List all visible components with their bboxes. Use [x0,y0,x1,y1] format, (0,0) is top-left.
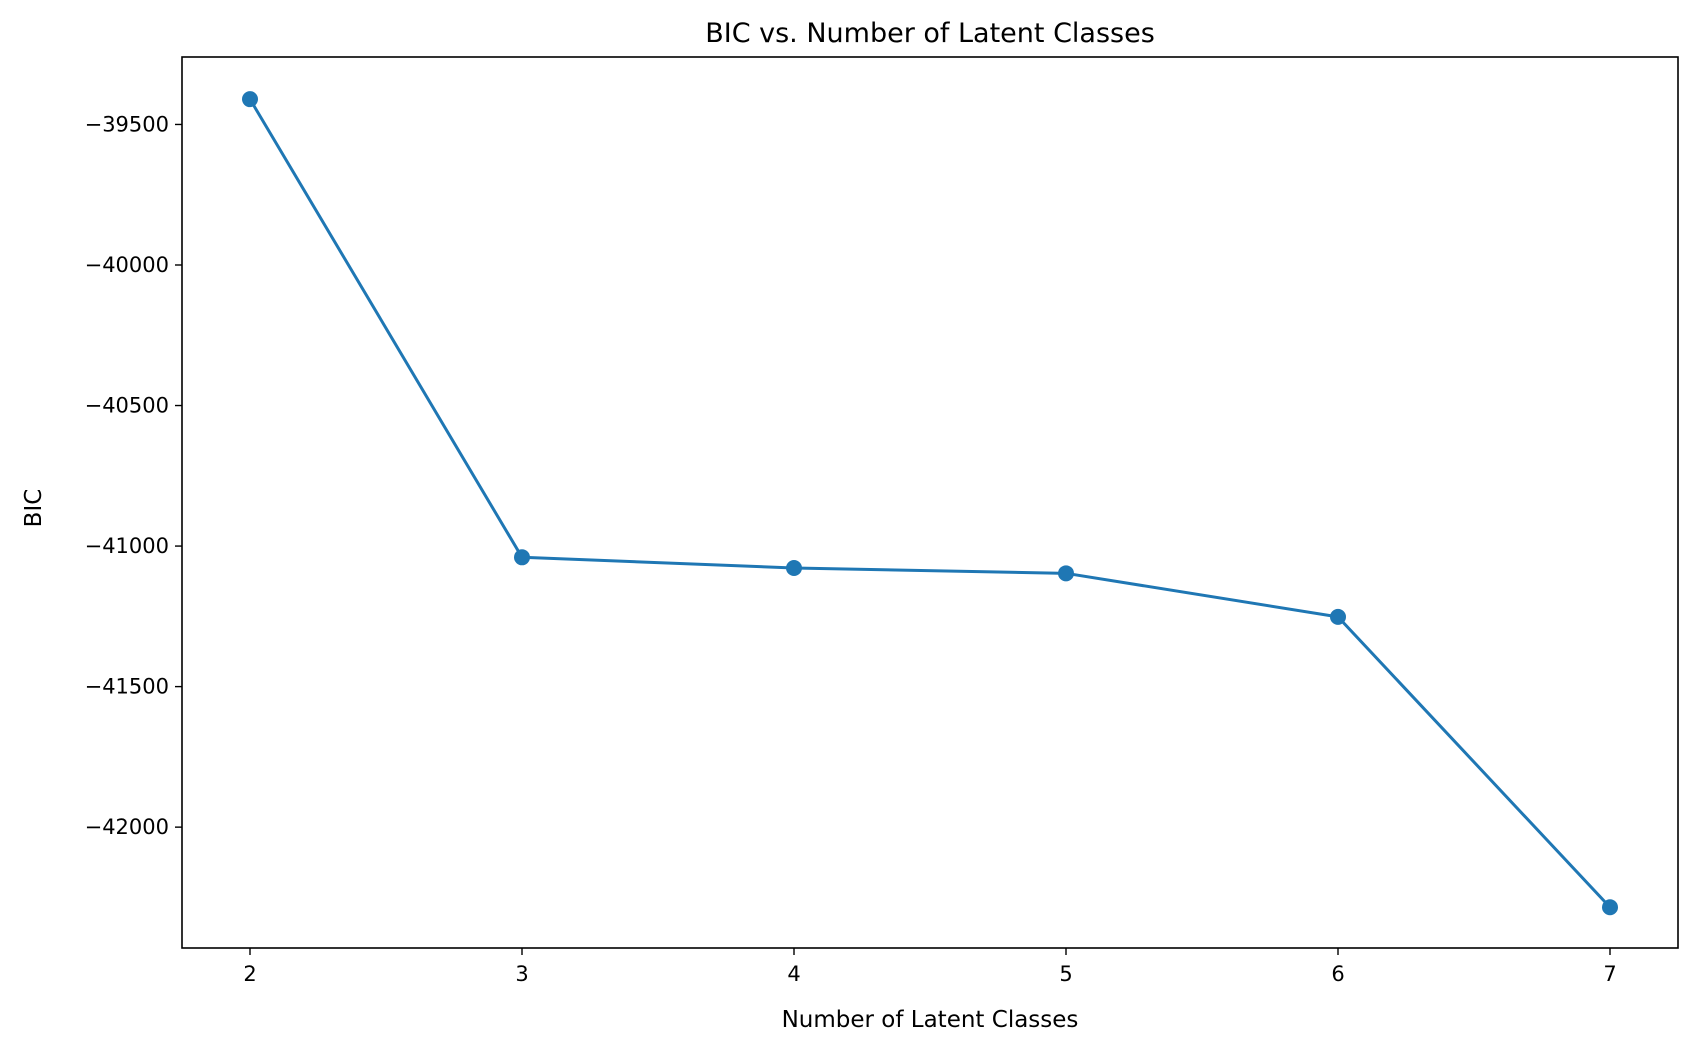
y-tick-label: −40500 [85,394,169,418]
y-tick-label: −41000 [85,534,169,558]
y-tick-label: −41500 [85,675,169,699]
y-tick-label: −42000 [85,815,169,839]
data-point-marker [786,559,802,576]
data-point-marker [514,549,530,566]
data-point-marker [1330,608,1346,625]
x-tick-label: 7 [1603,962,1616,986]
y-tick-label: −39500 [85,112,169,136]
x-tick-label: 5 [1059,962,1072,986]
chart-title: BIC vs. Number of Latent Classes [705,18,1155,49]
x-tick-label: 3 [515,962,528,986]
data-point-marker [1602,899,1618,916]
data-point-marker [1058,565,1074,582]
x-axis-label: Number of Latent Classes [782,1007,1079,1033]
x-tick-label: 6 [1331,962,1344,986]
y-tick-label: −40000 [85,253,169,277]
data-point-marker [242,91,258,108]
y-axis-label: BIC [21,489,47,528]
y-axis-ticks: −39500 −40000 −40500 −41000 −41500 −42000 [85,112,182,839]
x-tick-label: 2 [243,962,256,986]
x-tick-label: 4 [787,962,800,986]
x-axis-ticks: 2 3 4 5 6 7 [243,948,1617,986]
series-line [248,98,1612,909]
plot-frame [181,56,1679,949]
series-layer [242,91,1618,916]
